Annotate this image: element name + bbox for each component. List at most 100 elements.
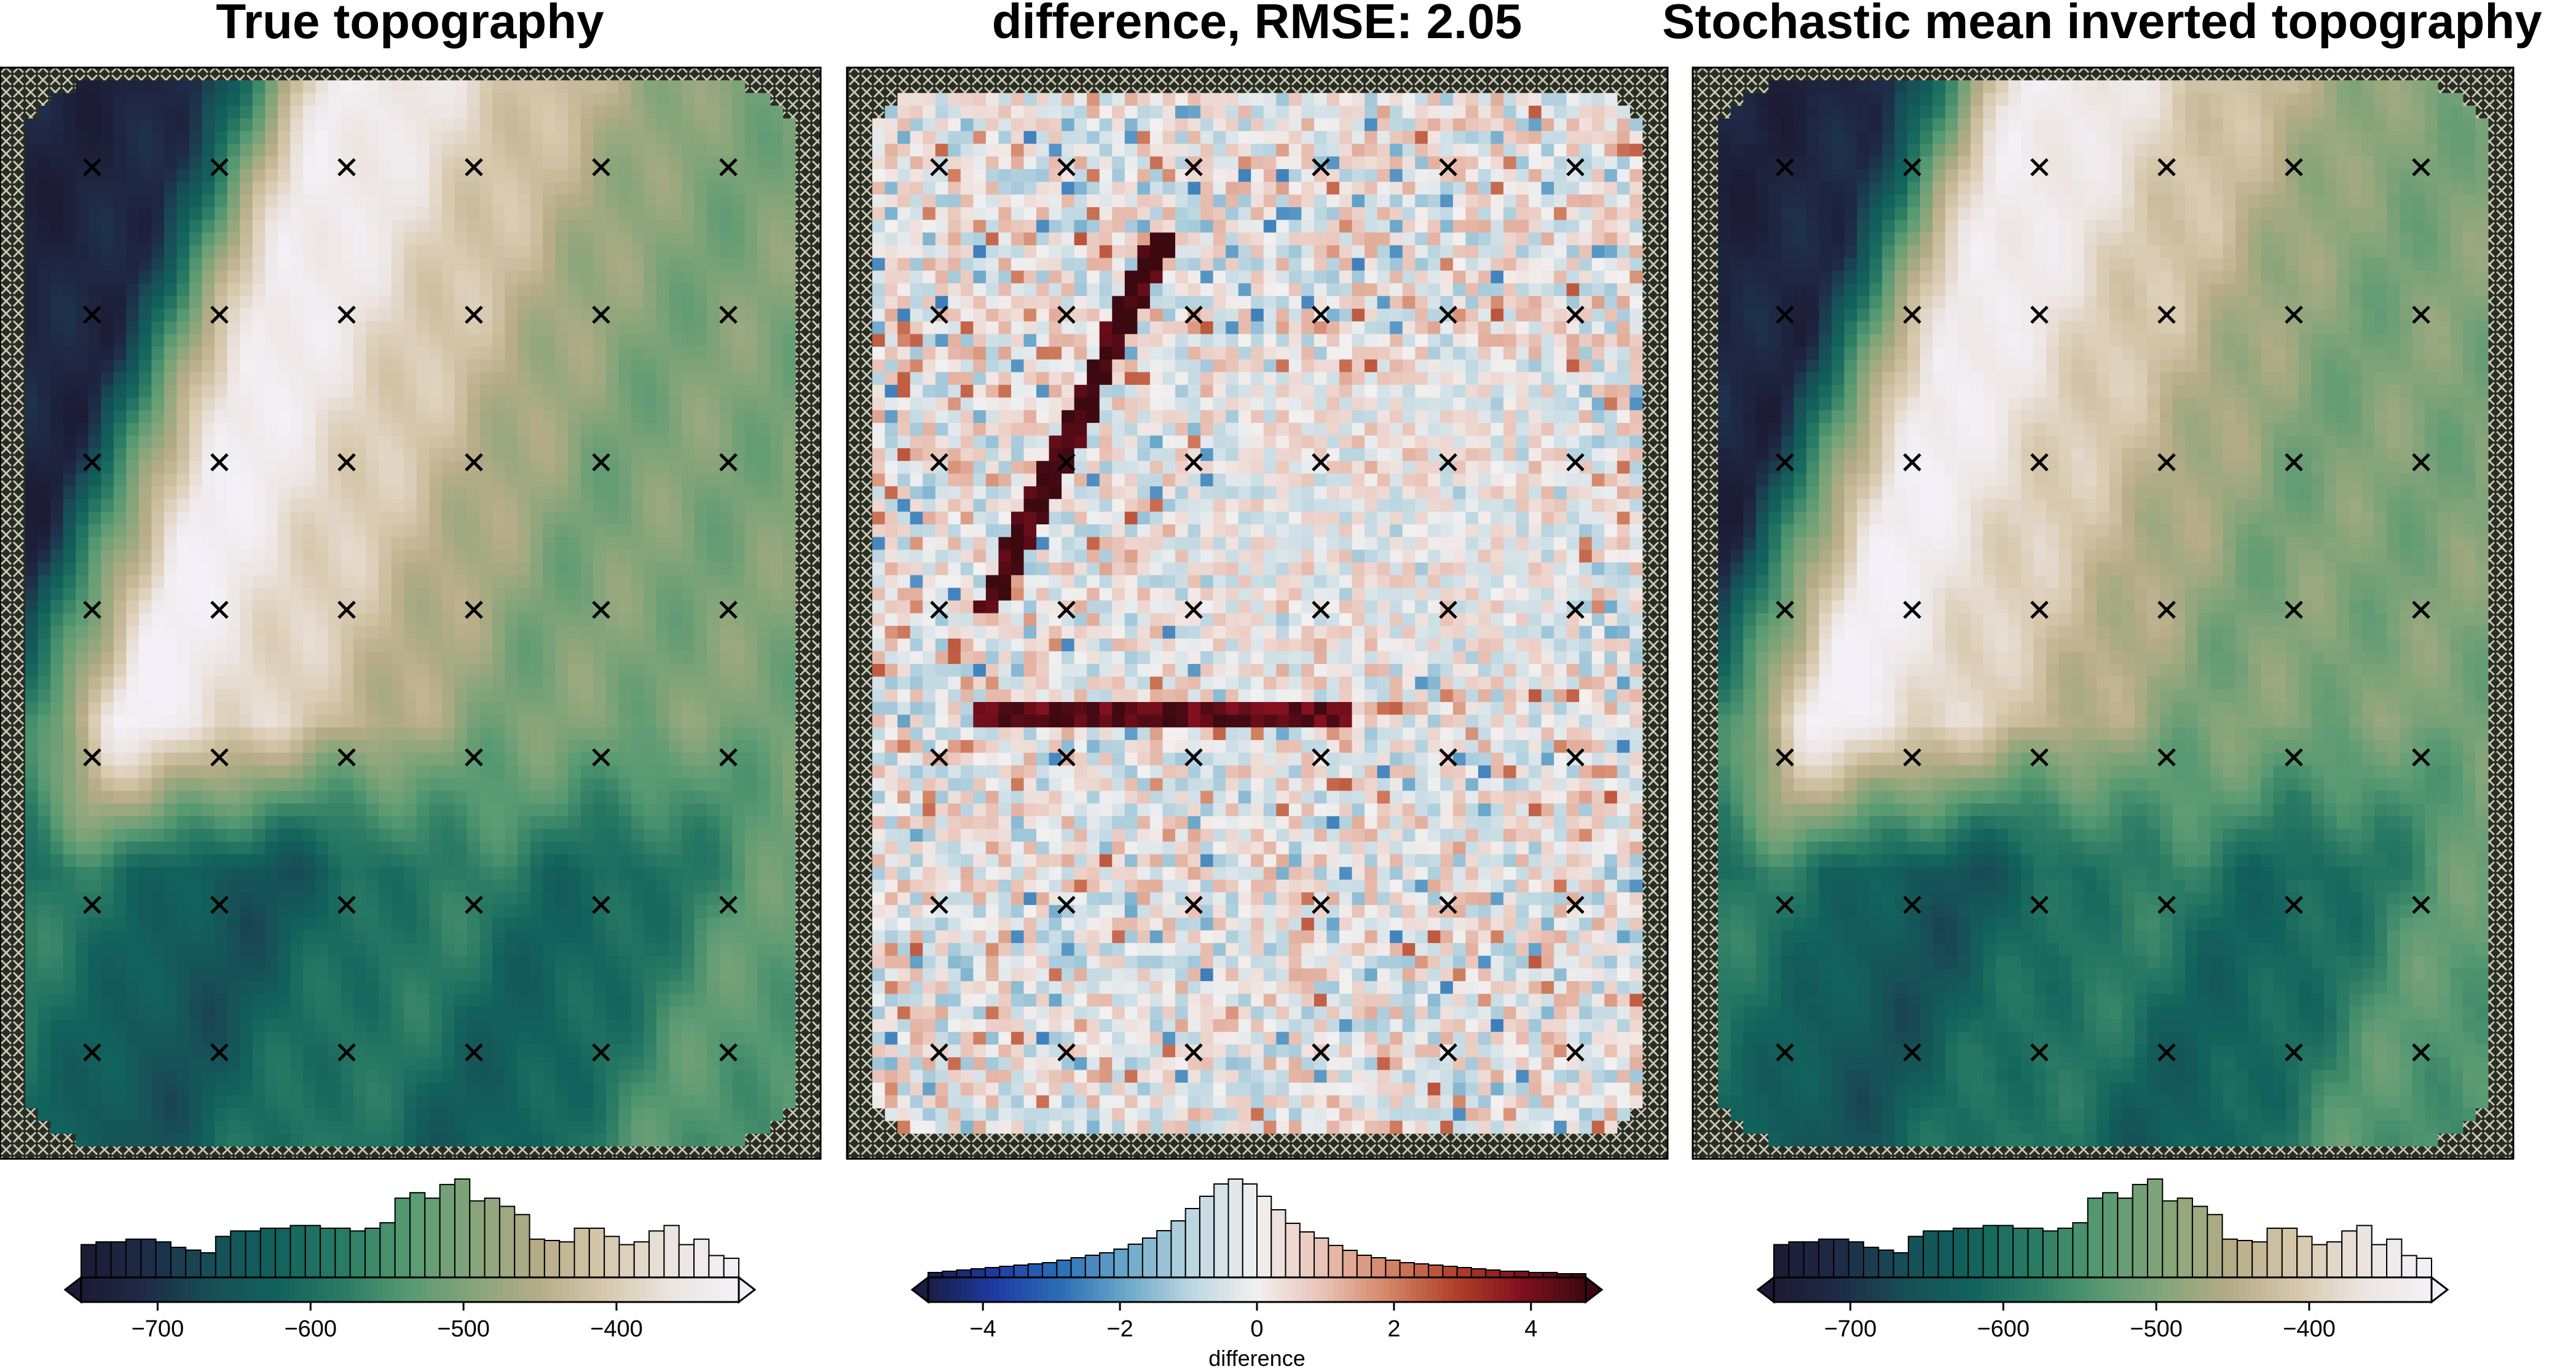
cross-marker (719, 896, 738, 914)
cross-marker (1057, 453, 1076, 471)
cross-marker (83, 453, 101, 471)
histogram-bar (245, 1230, 261, 1278)
histogram-bar (2296, 1236, 2313, 1278)
cross-marker (930, 158, 948, 176)
cross-marker (2157, 748, 2176, 767)
cross-marker (1903, 453, 1921, 471)
histogram-bar (2072, 1222, 2089, 1278)
cross-marker (210, 158, 229, 176)
histogram-bar (409, 1192, 426, 1278)
cross-marker (2412, 453, 2430, 471)
histogram-bar (2236, 1240, 2253, 1278)
cross-marker (337, 748, 356, 767)
histogram-bar (1170, 1220, 1186, 1278)
histogram-bar (1862, 1247, 1880, 1278)
cross-marker (1439, 306, 1457, 324)
cross-markers (1776, 158, 2430, 1062)
cross-marker (1312, 896, 1330, 914)
cross-marker (930, 306, 948, 324)
cross-marker (1057, 158, 1076, 176)
cross-marker (1312, 453, 1330, 471)
cross-marker (1057, 896, 1076, 914)
cross-marker (1439, 453, 1457, 471)
histogram-bar (1184, 1208, 1200, 1278)
histogram-bar (1342, 1250, 1358, 1278)
histogram-bar (498, 1205, 516, 1278)
histogram-bar (2221, 1238, 2238, 1279)
histogram-bar (1442, 1266, 1458, 1278)
panel-title: difference, RMSE: 2.05 (992, 0, 1522, 49)
histogram-bar (349, 1230, 366, 1278)
histogram-bar (1356, 1255, 1373, 1278)
histogram-bar (1113, 1249, 1129, 1278)
cross-marker (2157, 1043, 2176, 1062)
histogram-bar (618, 1244, 635, 1279)
colorbar-tick-label: −700 (132, 1316, 184, 1342)
histogram-bar (200, 1252, 216, 1278)
panel-true-topography: True topography −700 −600 −500 −400 (0, 0, 822, 1342)
colorbar-tick-label: 0 (1250, 1316, 1263, 1342)
colorbar-tick-label: −700 (1824, 1316, 1877, 1342)
cross-marker (930, 896, 948, 914)
cross-markers (930, 158, 1585, 1062)
histogram-bar (2311, 1244, 2328, 1279)
cross-marker (465, 306, 483, 324)
cross-marker (2030, 1043, 2049, 1062)
histogram-bar (678, 1244, 695, 1279)
histogram-bar (334, 1228, 351, 1278)
cross-marker (83, 1043, 101, 1062)
heatmap-grid (25, 80, 796, 1146)
histogram-bar (1878, 1249, 1894, 1279)
histogram-bar (424, 1197, 441, 1278)
histogram-bar (1428, 1264, 1444, 1278)
cross-marker (1439, 1043, 1457, 1062)
cross-marker (1903, 1043, 1921, 1062)
colorbar-tick-label: −2 (1106, 1316, 1133, 1342)
cross-marker (2030, 453, 2049, 471)
cross-marker (337, 306, 356, 324)
histogram-bar (648, 1230, 665, 1278)
cross-marker (2412, 158, 2430, 176)
histogram-bar (2027, 1228, 2044, 1278)
cross-marker (2030, 601, 2049, 619)
histogram-bar (2401, 1255, 2417, 1278)
histogram-bar (1242, 1183, 1258, 1278)
histogram-bar (1803, 1241, 1819, 1278)
histogram-bar (275, 1228, 291, 1278)
cross-marker (930, 601, 948, 619)
cross-marker (2157, 453, 2176, 471)
histogram-bar (514, 1213, 530, 1279)
cross-marker (1312, 306, 1330, 324)
cross-marker (1057, 1043, 1076, 1062)
cross-marker (1776, 306, 1794, 324)
histogram-bar (1256, 1196, 1272, 1278)
cross-marker (2412, 601, 2430, 619)
cross-marker (592, 158, 610, 176)
histogram-bar (81, 1244, 97, 1279)
histogram-bar (469, 1200, 486, 1279)
histogram-bar (2132, 1183, 2148, 1279)
histogram-bar (2386, 1238, 2403, 1279)
histogram-bar (604, 1236, 620, 1278)
histogram-bar (2087, 1197, 2103, 1278)
histogram-bar (2356, 1225, 2373, 1279)
histogram-bar (1227, 1178, 1243, 1278)
heatmap-grid (1718, 80, 2489, 1146)
cross-marker (1312, 158, 1330, 176)
histogram-bar (2042, 1230, 2059, 1278)
cross-marker (337, 896, 356, 914)
cross-marker (210, 453, 229, 471)
histogram-bar (1967, 1228, 1984, 1278)
histogram-bar (1013, 1264, 1029, 1278)
cross-marker (465, 748, 483, 767)
colorbar-tick-label: −500 (437, 1316, 490, 1342)
colorbar-extend-high (738, 1275, 757, 1304)
histogram-bar (2251, 1241, 2268, 1278)
cross-marker (1057, 601, 1076, 619)
colorbar-tick-label: −600 (284, 1316, 337, 1342)
cross-marker (1184, 601, 1203, 619)
cross-marker (210, 306, 229, 324)
cross-marker (337, 158, 356, 176)
colorbar-label: difference (1208, 1346, 1305, 1369)
